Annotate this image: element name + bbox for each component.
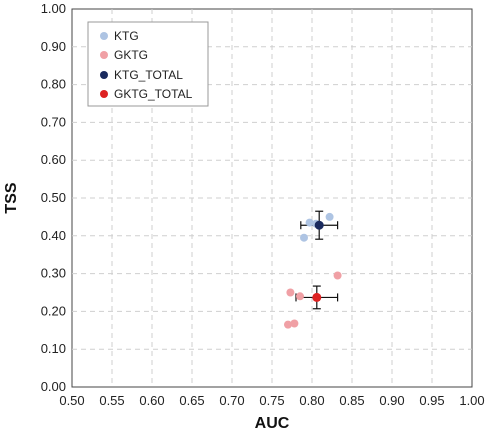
x-tick-label: 0.75 <box>259 393 284 408</box>
x-tick-label: 0.90 <box>379 393 404 408</box>
ktg-point <box>300 233 308 242</box>
gktg-point <box>290 319 299 328</box>
y-tick-label: 0.70 <box>41 114 66 129</box>
y-tick-label: 0.30 <box>41 266 66 281</box>
y-tick-label: 0.00 <box>41 379 66 394</box>
legend-marker-ktg <box>100 32 108 40</box>
x-tick-label: 0.95 <box>419 393 444 408</box>
legend: KTG GKTG KTG_TOTAL GKTG_TOTAL <box>87 21 209 107</box>
legend-label-gktg: GKTG <box>114 48 148 62</box>
x-tick-label: 0.50 <box>59 393 84 408</box>
legend-marker-ktg-total <box>100 71 108 79</box>
y-tick-label: 0.80 <box>41 77 66 92</box>
x-tick-label: 0.70 <box>219 393 244 408</box>
legend-label-gktg-total: GKTG_TOTAL <box>114 87 193 101</box>
gktg-point <box>284 320 292 329</box>
legend-label-ktg-total: KTG_TOTAL <box>114 68 183 82</box>
gktg-total-point <box>312 292 322 302</box>
y-tick-label: 0.20 <box>41 303 66 318</box>
gktg-point <box>286 288 295 297</box>
x-tick-label: 0.65 <box>179 393 204 408</box>
x-tick-label: 0.85 <box>339 393 364 408</box>
ktg-point <box>325 212 334 221</box>
y-tick-labels: 0.00 0.10 0.20 0.30 0.40 0.50 0.60 0.70 0.80 0.90… <box>41 1 66 394</box>
y-tick-label: 0.60 <box>41 152 66 167</box>
x-tick-label: 1.00 <box>459 393 484 408</box>
y-tick-label: 1.00 <box>41 1 66 16</box>
x-tick-labels: 0.50 0.55 0.60 0.65 0.70 0.75 0.80 0.85 0.90 0.95… <box>59 393 484 408</box>
gktg-point <box>296 292 304 301</box>
ktg-point <box>305 218 314 227</box>
x-tick-label: 0.60 <box>139 393 164 408</box>
y-axis-title: TSS <box>3 182 20 213</box>
ktg-total-point <box>314 220 324 230</box>
x-tick-label: 0.55 <box>99 393 124 408</box>
y-tick-label: 0.40 <box>41 228 66 243</box>
y-tick-label: 0.90 <box>41 39 66 54</box>
legend-item-gktg-total: GKTG_TOTAL <box>100 87 193 101</box>
y-tick-label: 0.10 <box>41 341 66 356</box>
legend-item-ktg: KTG <box>100 29 139 43</box>
points <box>284 212 342 329</box>
y-tick-label: 0.50 <box>41 190 66 205</box>
legend-marker-gktg-total <box>100 90 108 98</box>
legend-item-gktg: GKTG <box>100 48 148 62</box>
gktg-point <box>333 271 342 280</box>
legend-label-ktg: KTG <box>114 29 139 43</box>
errorbars <box>295 210 339 310</box>
legend-item-ktg-total: KTG_TOTAL <box>100 68 183 82</box>
x-tick-label: 0.80 <box>299 393 324 408</box>
legend-marker-gktg <box>100 51 108 59</box>
x-axis-title: AUC <box>255 415 290 432</box>
